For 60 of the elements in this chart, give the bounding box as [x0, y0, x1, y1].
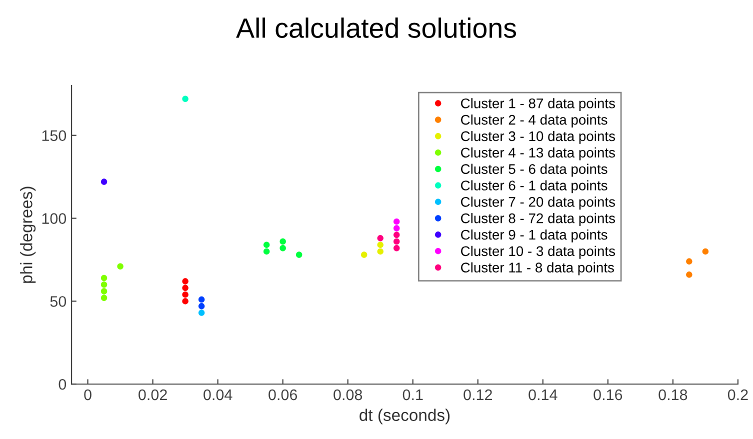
legend-label: Cluster 9 - 1 data points — [461, 229, 608, 242]
x-tick-label: 0 — [84, 389, 92, 400]
x-tick-label: 0.16 — [594, 389, 622, 400]
point — [393, 238, 400, 245]
legend-label: Cluster 7 - 20 data points — [461, 196, 615, 210]
legend-label: Cluster 11 - 8 data points — [461, 262, 614, 276]
point — [117, 263, 124, 270]
x-tick-label: 0.06 — [268, 389, 298, 400]
x-tick-label: 0.12 — [464, 389, 492, 400]
point — [263, 248, 270, 255]
point — [280, 245, 286, 252]
y-tick-label: 50 — [50, 296, 66, 307]
x-tick-label: 0.02 — [138, 389, 167, 400]
point — [182, 284, 188, 292]
point — [198, 310, 205, 316]
point — [100, 288, 108, 294]
legend-label: Cluster 6 - 1 data points — [461, 180, 608, 194]
point — [393, 232, 400, 238]
y-tick-label: 100 — [42, 213, 66, 224]
legend-label: Cluster 10 - 3 data points — [461, 246, 615, 259]
legend-label: Cluster 3 - 10 data points — [461, 130, 615, 144]
point — [686, 258, 692, 265]
legend-label: Cluster 4 - 13 data points — [461, 147, 615, 160]
x-axis-title: dt (seconds) — [360, 408, 450, 424]
point — [263, 242, 270, 248]
legend-label: Cluster 1 - 87 data points — [461, 98, 615, 112]
chart-title: All calculated solutions — [236, 18, 516, 38]
point — [100, 274, 108, 282]
y-axis-title: phi (degrees) — [20, 186, 36, 283]
point — [393, 218, 400, 225]
point — [182, 96, 188, 102]
point — [198, 303, 205, 310]
point — [198, 296, 205, 303]
point — [393, 245, 400, 252]
point — [377, 248, 384, 255]
point — [377, 242, 384, 248]
point — [100, 294, 108, 302]
point — [702, 248, 709, 255]
x-tick-label: 0.18 — [658, 389, 688, 400]
point — [393, 225, 400, 232]
point — [182, 298, 188, 304]
point — [360, 252, 368, 258]
point — [182, 278, 188, 284]
point — [100, 281, 108, 288]
point — [296, 252, 302, 258]
legend-label: Cluster 2 - 4 data points — [461, 114, 608, 128]
x-tick-label: 0.1 — [402, 389, 423, 400]
point — [686, 272, 692, 278]
x-tick-label: 0.14 — [528, 389, 558, 400]
point — [377, 235, 384, 242]
point — [100, 178, 108, 185]
legend-label: Cluster 8 - 72 data points — [461, 213, 615, 226]
point — [182, 291, 188, 298]
x-tick-label: 0.08 — [334, 389, 362, 400]
y-tick-label: 0 — [58, 378, 66, 390]
x-tick-label: 0.04 — [204, 389, 232, 400]
x-tick-label: 0.2 — [728, 389, 748, 400]
legend-label: Cluster 5 - 6 data points — [461, 164, 608, 177]
y-tick-label: 150 — [42, 130, 66, 142]
point — [280, 238, 286, 245]
